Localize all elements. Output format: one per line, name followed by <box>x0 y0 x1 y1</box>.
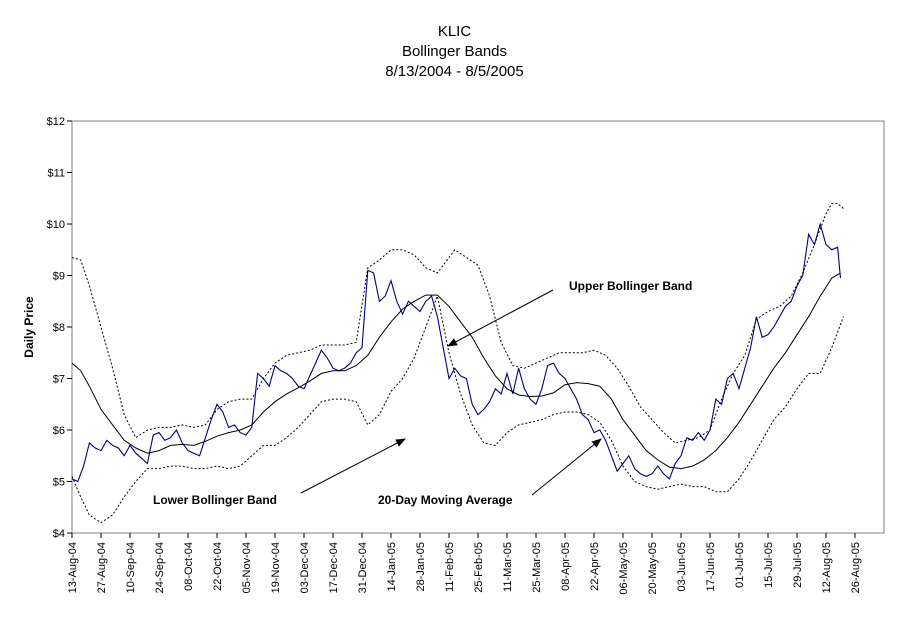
x-tick-label: 19-Nov-04 <box>270 542 282 593</box>
y-tick-label: $8 <box>53 322 65 334</box>
series-group <box>71 202 844 524</box>
x-tick-label: 06-May-05 <box>618 542 630 595</box>
lower-band-annotation: Lower Bollinger Band <box>153 493 277 507</box>
x-tick-label: 26-Aug-05 <box>850 542 862 593</box>
x-tick-label: 11-Feb-05 <box>444 542 456 592</box>
y-tick-label: $10 <box>47 219 65 231</box>
y-tick-label: $12 <box>47 116 65 128</box>
x-tick-label: 17-Jun-05 <box>705 542 717 592</box>
x-tick-label: 08-Apr-05 <box>560 542 572 591</box>
x-tick-label: 22-Oct-04 <box>212 542 224 591</box>
x-tick-label: 05-Nov-04 <box>241 542 253 593</box>
y-tick-label: $7 <box>53 374 65 386</box>
x-tick-label: 03-Jun-05 <box>676 542 688 592</box>
x-tick-label: 14-Jan-05 <box>386 542 398 592</box>
x-tick-label: 12-Aug-05 <box>821 542 833 593</box>
x-axis: 13-Aug-04 27-Aug-04 10-Sep-04 24-Sep-04 08-O… <box>67 533 862 595</box>
x-tick-label: 24-Sep-04 <box>154 542 166 593</box>
x-tick-label: 11-Mar-05 <box>502 542 514 592</box>
x-tick-label: 27-Aug-04 <box>96 542 108 593</box>
y-tick-label: $11 <box>47 168 65 180</box>
chart-title-line-1: KLIC <box>437 23 472 40</box>
y-tick-label: $5 <box>53 477 65 489</box>
upper-band-line <box>71 202 844 444</box>
y-tick-label: $4 <box>53 528 65 540</box>
x-tick-label: 28-Jan-05 <box>415 542 427 592</box>
chart-title-line-3: 8/13/2004 - 8/5/2005 <box>385 63 524 80</box>
x-tick-label: 10-Sep-04 <box>125 542 137 593</box>
price-line <box>71 221 842 483</box>
x-tick-label: 25-Mar-05 <box>531 542 543 593</box>
moving-average-line <box>71 272 841 470</box>
y-tick-label: $6 <box>53 425 65 437</box>
x-tick-label: 31-Dec-04 <box>357 542 369 593</box>
x-tick-label: 25-Feb-05 <box>473 542 485 593</box>
y-axis-label: Daily Price <box>22 296 36 358</box>
upper-band-arrow <box>447 289 554 347</box>
plot-area <box>71 120 885 534</box>
x-tick-label: 20-May-05 <box>647 542 659 595</box>
x-tick-label: 03-Dec-04 <box>299 542 311 593</box>
x-tick-label: 15-Jul-05 <box>763 542 775 588</box>
chart-title-line-2: Bollinger Bands <box>401 43 508 60</box>
x-tick-label: 13-Aug-04 <box>67 542 79 593</box>
y-axis: $4 $5 $6 $7 $8 $9 $10 $11 $12 <box>47 116 72 540</box>
y-tick-label: $9 <box>53 271 65 283</box>
lower-band-line <box>71 294 844 524</box>
upper-band-annotation: Upper Bollinger Band <box>569 279 692 293</box>
x-tick-label: 17-Dec-04 <box>328 542 340 593</box>
x-tick-label: 08-Oct-04 <box>183 542 195 591</box>
lower-band-arrow <box>300 438 406 494</box>
annotations-group: Upper Bollinger Band Lower Bollinger Ban… <box>153 279 692 507</box>
moving-average-annotation: 20-Day Moving Average <box>378 493 513 507</box>
x-tick-label: 01-Jul-05 <box>734 542 746 588</box>
x-tick-label: 29-Jul-05 <box>792 542 804 588</box>
x-tick-label: 22-Apr-05 <box>589 542 601 591</box>
moving-average-arrow <box>531 438 602 496</box>
